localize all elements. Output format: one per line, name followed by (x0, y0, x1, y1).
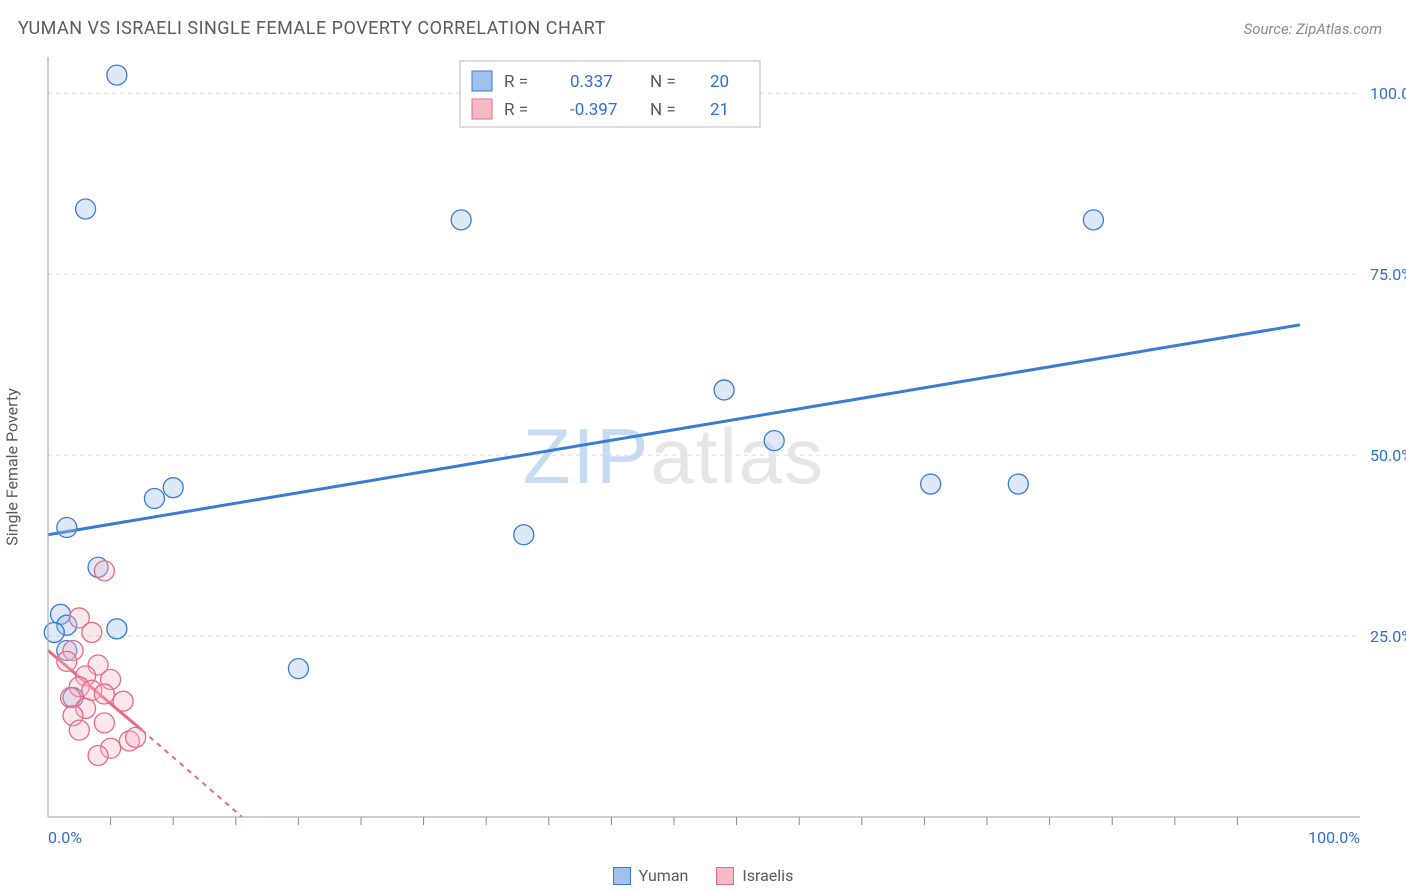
data-point (107, 65, 127, 85)
data-point (1008, 474, 1028, 494)
data-point (94, 561, 114, 581)
legend-r-value: -0.397 (570, 100, 617, 120)
data-point (107, 619, 127, 639)
x-tick-label: 0.0% (48, 828, 82, 847)
legend-swatch (716, 867, 734, 885)
source-label: Source: ZipAtlas.com (1244, 20, 1382, 38)
data-point (57, 651, 77, 671)
legend-r-value: 0.337 (570, 72, 613, 92)
y-tick-label: 100.0% (1370, 84, 1406, 103)
data-point (76, 199, 96, 219)
data-point (764, 431, 784, 451)
regression-line-dashed (142, 730, 242, 817)
header-row: YUMAN VS ISRAELI SINGLE FEMALE POVERTY C… (0, 0, 1406, 47)
legend-label: Israelis (742, 866, 793, 885)
data-point (88, 745, 108, 765)
legend-n-label: N = (650, 72, 676, 92)
legend-swatch (472, 71, 492, 91)
chart-area: Single Female Poverty 25.0% 50.0% 75.0% 100… (0, 47, 1406, 887)
legend-r-label: R = (504, 72, 528, 92)
y-tick-label: 75.0% (1370, 265, 1406, 284)
y-tick-label: 50.0% (1370, 446, 1406, 465)
data-point (113, 691, 133, 711)
data-point (57, 517, 77, 537)
legend-n-label: N = (650, 100, 676, 120)
data-point (163, 478, 183, 498)
legend-item: Israelis (716, 866, 793, 885)
data-point (714, 380, 734, 400)
legend-n-value: 21 (710, 100, 729, 120)
data-point (126, 727, 146, 747)
data-point (1083, 210, 1103, 230)
y-tick-label: 25.0% (1370, 627, 1406, 646)
data-point (94, 713, 114, 733)
legend-label: Yuman (639, 866, 689, 885)
data-point (144, 489, 164, 509)
legend-r-label: R = (504, 100, 528, 120)
regression-line (48, 325, 1300, 535)
legend-item: Yuman (613, 866, 689, 885)
legend-n-value: 20 (710, 72, 729, 92)
x-tick-label: 100.0% (1308, 828, 1360, 847)
data-point (921, 474, 941, 494)
data-point (69, 720, 89, 740)
watermark: ZIPatlas (523, 412, 825, 500)
chart-title: YUMAN VS ISRAELI SINGLE FEMALE POVERTY C… (18, 18, 606, 39)
data-point (451, 210, 471, 230)
y-axis-label: Single Female Poverty (3, 388, 22, 546)
data-point (82, 622, 102, 642)
scatter-chart: 25.0% 50.0% 75.0% 100.0% ZIPatlas 0.0% 100.0% R… (0, 47, 1406, 857)
legend-swatch (613, 867, 631, 885)
legend-swatch (472, 99, 492, 119)
data-point (94, 684, 114, 704)
data-point (44, 622, 64, 642)
data-point (514, 525, 534, 545)
legend-bottom: Yuman Israelis (0, 866, 1406, 885)
data-point (288, 659, 308, 679)
